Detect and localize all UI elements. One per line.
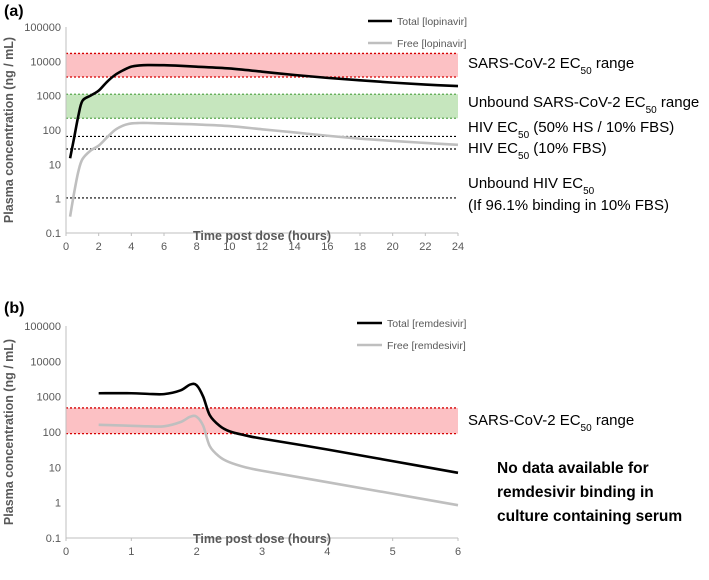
x-tick-label: 6	[161, 241, 167, 253]
reference-label-line2: (If 96.1% binding in 10% FBS)	[468, 197, 669, 214]
y-tick-label: 10	[49, 462, 61, 474]
x-tick-label: 8	[194, 241, 200, 253]
x-tick-label: 12	[256, 241, 268, 253]
reference-label: Unbound HIV EC50	[468, 175, 595, 197]
legend-label: Free [remdesivir]	[387, 340, 466, 352]
ec50-band	[66, 94, 458, 119]
band-label: SARS-CoV-2 EC50 range	[468, 412, 634, 434]
series-line	[68, 63, 459, 159]
x-tick-label: 5	[390, 546, 396, 558]
y-tick-label: 100000	[24, 321, 61, 333]
y-tick-label: 100	[43, 427, 61, 439]
legend-label: Free [lopinavir]	[397, 38, 467, 50]
panel-label: (a)	[4, 3, 24, 20]
y-tick-label: 1000	[37, 392, 61, 404]
band-label: SARS-CoV-2 EC50 range	[468, 55, 634, 77]
y-tick-label: 1	[55, 194, 61, 206]
x-tick-label: 4	[128, 241, 134, 253]
y-tick-label: 0.1	[46, 533, 61, 545]
x-tick-label: 10	[223, 241, 235, 253]
x-tick-label: 14	[289, 241, 301, 253]
x-tick-label: 24	[452, 241, 464, 253]
x-tick-label: 4	[324, 546, 330, 558]
y-axis-title: Plasma concentration (ng / mL)	[2, 37, 16, 223]
reference-label: HIV EC50 (10% FBS)	[468, 140, 607, 162]
legend-label: Total [remdesivir]	[387, 318, 466, 330]
x-tick-label: 20	[387, 241, 399, 253]
x-tick-label: 0	[63, 546, 69, 558]
ec50-band	[66, 407, 458, 434]
note-text: culture containing serum	[497, 508, 682, 525]
reference-label: HIV EC50 (50% HS / 10% FBS)	[468, 119, 674, 141]
x-axis-title: Time post dose (hours)	[193, 532, 331, 546]
x-tick-label: 3	[259, 546, 265, 558]
ec50-band	[66, 53, 458, 77]
x-tick-label: 2	[194, 546, 200, 558]
series-line	[68, 121, 459, 217]
band-label: Unbound SARS-CoV-2 EC50 range	[468, 94, 699, 116]
y-tick-label: 0.1	[46, 228, 61, 240]
y-tick-label: 100	[43, 125, 61, 137]
legend-label: Total [lopinavir]	[397, 16, 467, 28]
series-line	[98, 414, 459, 507]
y-tick-label: 1	[55, 498, 61, 510]
panel-label: (b)	[4, 300, 24, 317]
note-text: remdesivir binding in	[497, 484, 654, 501]
x-tick-label: 1	[128, 546, 134, 558]
x-tick-label: 18	[354, 241, 366, 253]
series-line	[98, 382, 459, 475]
chart-panel-a: (a) SARS-CoV-2 EC50 range Unbound SARS-CoV…	[2, 3, 699, 253]
note-text: No data available for	[497, 460, 649, 477]
x-tick-label: 6	[455, 546, 461, 558]
y-tick-label: 10000	[30, 56, 61, 68]
x-axis-title: Time post dose (hours)	[193, 229, 331, 243]
x-tick-label: 0	[63, 241, 69, 253]
chart-panel-b: (b)SARS-CoV-2 EC50 range0.11101001000100…	[2, 300, 682, 558]
y-tick-label: 10	[49, 159, 61, 171]
y-axis-title: Plasma concentration (ng / mL)	[2, 339, 16, 525]
x-tick-label: 2	[96, 241, 102, 253]
x-tick-label: 22	[419, 241, 431, 253]
y-tick-label: 1000	[37, 91, 61, 103]
y-tick-label: 10000	[30, 356, 61, 368]
x-tick-label: 16	[321, 241, 333, 253]
y-tick-label: 100000	[24, 22, 61, 34]
